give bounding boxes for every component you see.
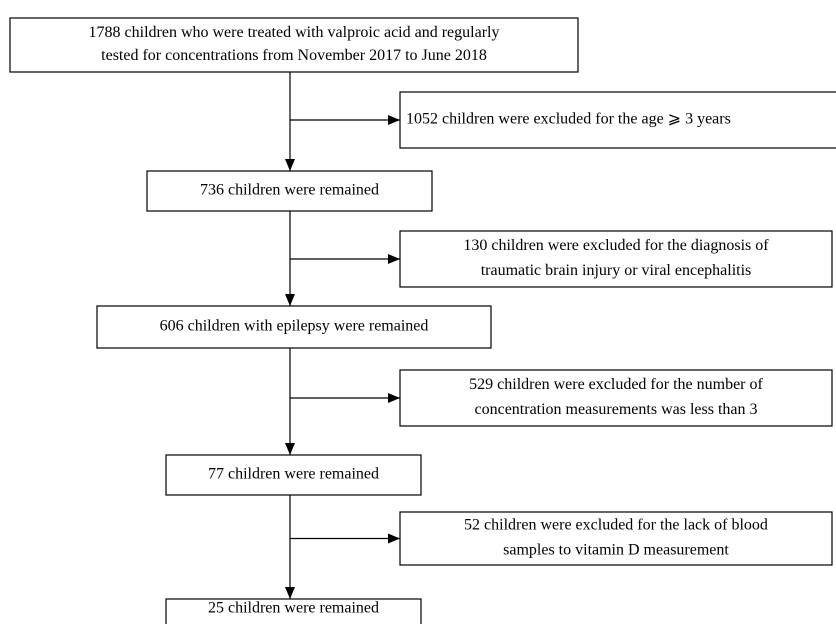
step-text: 1788 children who were treated with valp… (89, 24, 500, 41)
arrowhead (388, 393, 400, 403)
exclusion-box (399, 91, 836, 149)
step-text: 77 children were remained (208, 466, 379, 483)
arrowhead (285, 587, 295, 599)
exclusion-box (399, 511, 833, 566)
exclusion-text: 52 children were excluded for the lack o… (464, 517, 768, 534)
arrowhead (285, 159, 295, 171)
step-text: 606 children with epilepsy were remained (160, 318, 429, 335)
step-box (96, 305, 492, 349)
step-box (146, 170, 433, 212)
exclusion-text: 1052 children were excluded for the age … (406, 111, 731, 128)
arrowhead (388, 533, 400, 544)
exclusion-text: 529 children were excluded for the numbe… (469, 376, 763, 393)
arrowhead (388, 115, 400, 125)
exclusion-text: 130 children were excluded for the diagn… (463, 237, 769, 254)
step-box (165, 598, 422, 624)
exclusion-box (399, 230, 833, 288)
exclusion-text: samples to vitamin D measurement (503, 542, 729, 559)
step-box (9, 17, 579, 73)
arrowhead (285, 443, 295, 455)
exclusion-box (399, 369, 833, 427)
arrowhead (388, 254, 400, 264)
exclusion-text: concentration measurements was less than… (474, 401, 757, 418)
step-text: 25 children were remained (208, 600, 379, 617)
step-text: 736 children were remained (200, 182, 379, 199)
arrowhead (285, 294, 295, 306)
exclusion-text: traumatic brain injury or viral encephal… (481, 262, 752, 279)
step-text: tested for concentrations from November … (101, 47, 487, 64)
step-box (165, 454, 422, 496)
